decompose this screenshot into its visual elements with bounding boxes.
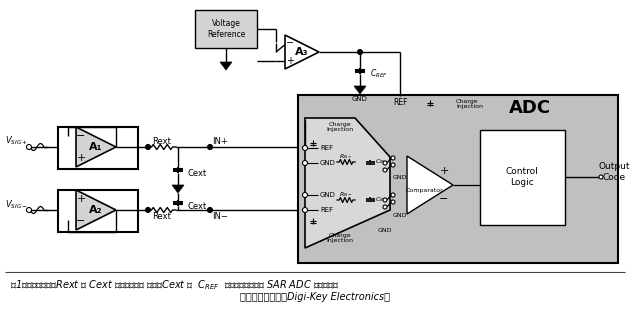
Circle shape — [26, 207, 32, 213]
Circle shape — [146, 207, 151, 213]
Polygon shape — [407, 156, 453, 214]
Bar — [480, 130, 565, 225]
Polygon shape — [76, 127, 116, 167]
Bar — [58, 190, 138, 232]
Text: +: + — [439, 166, 449, 176]
Text: GND: GND — [320, 160, 336, 166]
Text: $R_{N+}$: $R_{N+}$ — [339, 153, 353, 161]
Polygon shape — [354, 86, 366, 94]
Circle shape — [391, 156, 395, 160]
Text: Output
Code: Output Code — [598, 162, 630, 182]
Circle shape — [302, 160, 307, 166]
Text: A₁: A₁ — [89, 142, 103, 152]
Polygon shape — [285, 35, 319, 69]
Circle shape — [383, 198, 387, 202]
Circle shape — [302, 207, 307, 213]
Text: IN+: IN+ — [212, 137, 228, 146]
Circle shape — [599, 175, 603, 179]
Circle shape — [391, 200, 395, 204]
Text: GND: GND — [320, 192, 336, 198]
Text: Comparator: Comparator — [405, 187, 443, 193]
Text: +: + — [76, 194, 86, 204]
Polygon shape — [305, 118, 390, 248]
Text: IN−: IN− — [212, 212, 228, 221]
Text: −: − — [76, 216, 86, 226]
Text: −: − — [286, 38, 294, 48]
Text: Cext: Cext — [188, 168, 207, 177]
Text: 图1：在该电路中，Rext 将 Cext 与运放输出级 隔离。Cext 和  $C_{REF}$  在采样期间为差分 SAR ADC 提供电荷储: 图1：在该电路中，Rext 将 Cext 与运放输出级 隔离。Cext 和 $C… — [10, 278, 340, 292]
Text: A₂: A₂ — [89, 205, 103, 215]
Bar — [298, 95, 618, 263]
Polygon shape — [76, 190, 116, 230]
Text: Rext: Rext — [152, 212, 171, 221]
Circle shape — [302, 193, 307, 197]
Text: $V_{SIG+}$: $V_{SIG+}$ — [5, 135, 28, 147]
Text: REF: REF — [320, 145, 333, 151]
Text: $V_{SIG-}$: $V_{SIG-}$ — [5, 199, 28, 211]
Polygon shape — [220, 62, 232, 70]
Text: Cext: Cext — [188, 202, 207, 211]
Text: A₃: A₃ — [295, 47, 309, 57]
Text: Rext: Rext — [152, 137, 171, 146]
Circle shape — [207, 207, 212, 213]
Circle shape — [383, 161, 387, 165]
Text: Charge
injection: Charge injection — [326, 232, 353, 243]
Text: GND: GND — [393, 213, 408, 217]
Text: $C_{IN-}$: $C_{IN-}$ — [375, 195, 390, 204]
Text: Voltage
Reference: Voltage Reference — [207, 19, 245, 39]
Text: $R_{N-}$: $R_{N-}$ — [339, 191, 353, 199]
Circle shape — [391, 193, 395, 197]
Text: −: − — [439, 194, 449, 204]
Text: $C_{IN+}$: $C_{IN+}$ — [375, 157, 390, 166]
Circle shape — [207, 145, 212, 149]
Text: GND: GND — [393, 175, 408, 179]
Text: GND: GND — [352, 96, 368, 102]
Bar — [195, 10, 257, 48]
Circle shape — [383, 168, 387, 172]
Text: Charge
Injection: Charge Injection — [326, 122, 353, 132]
Text: ADC: ADC — [509, 99, 551, 117]
Text: Control
Logic: Control Logic — [506, 167, 539, 187]
Circle shape — [383, 205, 387, 209]
Circle shape — [146, 145, 151, 149]
Text: 备。（图片来源：Digi-Key Electronics）: 备。（图片来源：Digi-Key Electronics） — [240, 292, 390, 302]
Text: REF: REF — [392, 98, 407, 107]
Circle shape — [357, 50, 362, 54]
Text: +: + — [286, 56, 294, 66]
Circle shape — [26, 145, 32, 149]
Text: REF: REF — [320, 207, 333, 213]
Polygon shape — [172, 185, 184, 193]
Text: $C_{REF}$: $C_{REF}$ — [370, 68, 387, 80]
Bar — [58, 127, 138, 169]
Text: −: − — [76, 131, 86, 141]
Circle shape — [391, 163, 395, 167]
Text: GND: GND — [378, 228, 392, 232]
Circle shape — [302, 146, 307, 150]
Text: +: + — [76, 153, 86, 163]
Text: Charge
injection: Charge injection — [456, 99, 483, 109]
